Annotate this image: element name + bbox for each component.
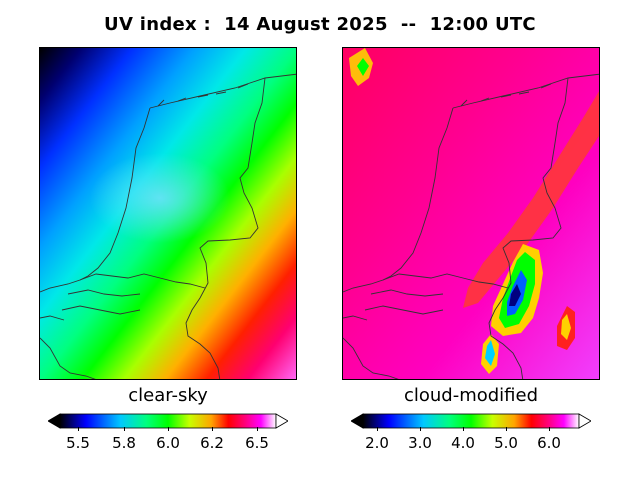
map-panel-cloud-modified	[342, 47, 600, 380]
colorbar-tick-label: 6.2	[200, 434, 224, 452]
tick-mark	[124, 427, 125, 431]
tick-mark	[506, 427, 507, 431]
clear-sky-field	[40, 48, 296, 379]
tick-mark	[420, 427, 421, 431]
figure-title: UV index : 14 August 2025 -- 12:00 UTC	[104, 14, 536, 35]
panel-label-clear-sky: clear-sky	[128, 385, 208, 406]
tick-mark	[463, 427, 464, 431]
colorbar-tick-label: 6.0	[537, 434, 561, 452]
tick-mark	[78, 427, 79, 431]
colorbar-tick-label: 3.0	[408, 434, 432, 452]
tick-mark	[549, 427, 550, 431]
colorbar-tick-label: 5.5	[66, 434, 90, 452]
map-panel-clear-sky	[39, 47, 297, 380]
tick-mark	[377, 427, 378, 431]
cloud-band	[463, 91, 599, 308]
cloud-modified-field	[343, 48, 599, 379]
colorbar-tick-label: 4.0	[451, 434, 475, 452]
clear-sky-light-patch	[90, 153, 230, 243]
low-uv-patch-east-core	[561, 314, 571, 340]
coastline-borders	[40, 73, 296, 379]
coastline-borders-right	[343, 73, 599, 379]
colorbar-cloud-modified-min-arrow	[351, 413, 364, 429]
colorbar-tick-label: 5.8	[112, 434, 136, 452]
colorbar-tick-label: 5.0	[494, 434, 518, 452]
tick-mark	[212, 427, 213, 431]
tick-mark	[168, 427, 169, 431]
colorbar-cloud-modified	[351, 413, 591, 429]
cloud-patch-nw-core	[357, 58, 369, 76]
colorbar-clear-sky-min-arrow	[48, 413, 61, 429]
colorbar-clear-sky-max-arrow	[275, 413, 288, 429]
colorbar-tick-label: 6.5	[245, 434, 269, 452]
low-uv-patch-south-core	[485, 340, 495, 366]
low-uv-patch-core	[509, 284, 521, 306]
colorbar-cloud-modified-ramp	[362, 413, 580, 429]
colorbar-clear-sky-ramp	[59, 413, 277, 429]
panel-label-cloud-modified: cloud-modified	[403, 385, 539, 406]
tick-mark	[257, 427, 258, 431]
colorbar-tick-label: 2.0	[365, 434, 389, 452]
colorbar-tick-label: 6.0	[156, 434, 180, 452]
colorbar-cloud-modified-max-arrow	[578, 413, 591, 429]
